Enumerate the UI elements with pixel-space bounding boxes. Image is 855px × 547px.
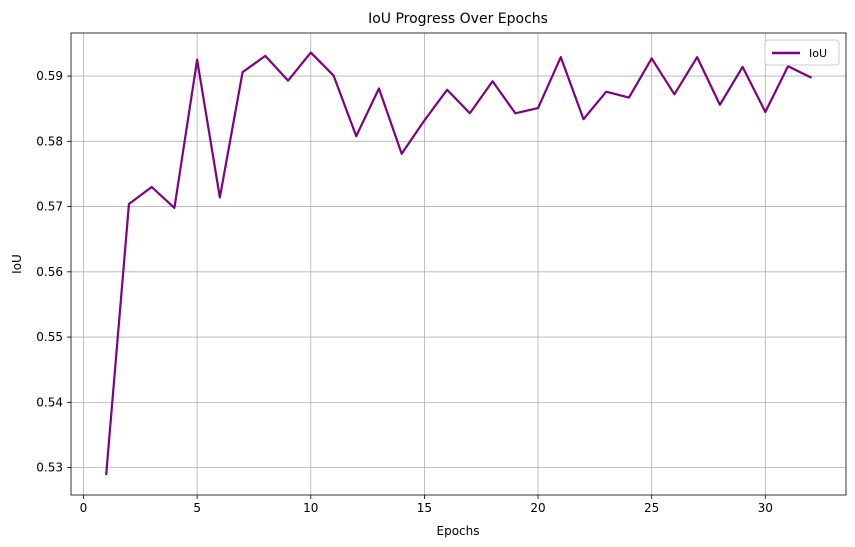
ticks: 0 5 10 15 20 25 30 0.53 0.54 0.55 0.56 0.57 0.58 0.59: [36, 69, 773, 515]
y-tick-label: 0.55: [36, 330, 63, 344]
x-tick-label: 10: [303, 501, 318, 515]
x-tick-label: 5: [193, 501, 201, 515]
legend: IoU: [764, 39, 840, 66]
y-tick-label: 0.57: [36, 200, 63, 214]
x-tick-label: 30: [758, 501, 773, 515]
x-tick-label: 0: [80, 501, 88, 515]
y-tick-label: 0.56: [36, 265, 63, 279]
x-axis-label: Epochs: [437, 524, 480, 538]
legend-label: IoU: [809, 47, 827, 60]
y-axis-label: IoU: [10, 254, 24, 274]
series-line-iou: [105, 51, 812, 476]
plot-area-frame: [70, 32, 847, 496]
chart-title: IoU Progress Over Epochs: [368, 11, 548, 27]
grid: [71, 33, 846, 495]
y-tick-label: 0.54: [36, 395, 63, 409]
legend-box: [764, 39, 840, 66]
y-tick-label: 0.58: [36, 134, 63, 148]
x-tick-label: 15: [417, 501, 432, 515]
x-tick-label: 20: [530, 501, 545, 515]
x-tick-label: 25: [644, 501, 659, 515]
y-tick-label: 0.59: [36, 69, 63, 83]
y-tick-label: 0.53: [36, 461, 63, 475]
series-layer: [105, 51, 812, 476]
